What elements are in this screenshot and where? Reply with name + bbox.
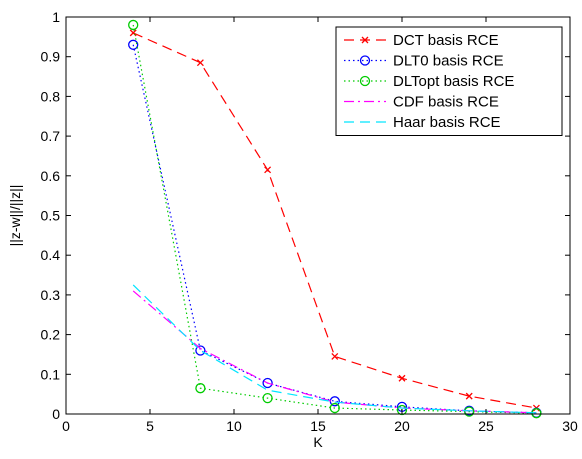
legend-entry: CDF basis RCE: [344, 94, 499, 111]
data-point: [264, 166, 272, 174]
data-point: [195, 345, 206, 356]
legend-label: CDF basis RCE: [393, 94, 499, 111]
y-tick-label: 0: [52, 406, 60, 422]
data-point: [398, 374, 406, 382]
legend-box: [335, 26, 563, 136]
data-point: [128, 39, 139, 50]
x-tick-label: 30: [562, 418, 578, 434]
legend-label: DLT0 basis RCE: [393, 53, 504, 70]
data-point: [396, 404, 408, 416]
x-tick-label: 5: [146, 418, 154, 434]
data-point: [465, 392, 473, 400]
x-tick-label: 10: [226, 418, 242, 434]
data-point: [196, 59, 204, 67]
y-tick-label: 0.1: [41, 366, 61, 382]
legend: DCT basis RCE DLT0 basis RCE DLTopt basis …: [335, 26, 563, 136]
legend-label: DLTopt basis RCE: [393, 73, 514, 90]
series-line: [132, 284, 537, 414]
y-tick-label: 1: [52, 9, 60, 25]
series-layer: [128, 19, 542, 419]
legend-entry: Haar basis RCE: [344, 114, 501, 131]
y-tick-label: 0.2: [41, 327, 61, 343]
legend-marker: [359, 75, 371, 87]
ticks-layer: 0 5 10 15 20 25 30 0 0.1 0.2 0.3 0.4 0.5 0.6 0.7 0.8 0.9…: [41, 9, 578, 434]
data-point: [262, 392, 273, 404]
series-line: [132, 24, 537, 414]
x-tick-label: 15: [310, 418, 326, 434]
y-tick-label: 0.4: [41, 247, 61, 263]
series-0: [129, 29, 540, 412]
x-tick-label: 0: [62, 418, 70, 434]
legend-label: Haar basis RCE: [393, 114, 501, 131]
data-point: [464, 406, 475, 417]
legend-entry: DLT0 basis RCE: [344, 53, 504, 70]
y-axis-label: ||z-w||/||z||: [7, 185, 23, 247]
x-axis-label: K: [313, 434, 323, 450]
data-point: [262, 377, 273, 389]
data-point: [331, 352, 339, 360]
x-tick-label: 25: [478, 418, 494, 434]
y-tick-label: 0.3: [41, 287, 61, 303]
legend-marker: [361, 36, 369, 44]
data-point: [195, 383, 206, 394]
y-tick-label: 0.6: [41, 168, 61, 184]
series-4: [132, 284, 537, 414]
y-tick-label: 0.7: [41, 128, 61, 144]
legend-entry: DLTopt basis RCE: [344, 73, 514, 90]
legend-entry: DCT basis RCE: [344, 32, 499, 49]
data-point: [329, 402, 340, 414]
y-tick-label: 0.8: [41, 88, 61, 104]
legend-label: DCT basis RCE: [393, 32, 499, 49]
y-tick-label: 0.5: [41, 208, 61, 224]
data-point: [128, 19, 139, 31]
legend-marker: [359, 55, 371, 66]
y-tick-label: 0.9: [41, 49, 61, 65]
x-tick-label: 20: [394, 418, 410, 434]
